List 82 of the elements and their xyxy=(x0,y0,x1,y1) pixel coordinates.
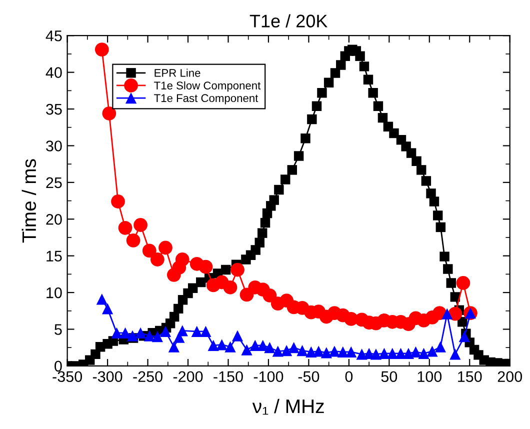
point xyxy=(328,346,340,357)
y-axis-title: Time / ms xyxy=(22,159,36,243)
legend-label: EPR Line xyxy=(154,68,200,77)
point xyxy=(378,348,390,360)
y-tick-label: 40 xyxy=(46,67,62,78)
y-tick-label: 20 xyxy=(46,214,62,225)
point xyxy=(456,276,470,290)
point xyxy=(434,341,446,352)
y-tick-label: 45 xyxy=(46,30,62,42)
point xyxy=(160,326,172,337)
point xyxy=(118,220,132,235)
x-axis-title: ν₁ / MHz xyxy=(252,398,324,415)
y-tick-label: 25 xyxy=(46,177,62,188)
point xyxy=(223,280,238,294)
point xyxy=(96,294,108,305)
point xyxy=(224,341,236,352)
point xyxy=(102,303,114,314)
point xyxy=(272,346,284,357)
point xyxy=(418,348,430,360)
point xyxy=(126,233,140,248)
point xyxy=(442,308,453,320)
point xyxy=(102,106,116,120)
x-tick-label: -150 xyxy=(214,371,243,382)
chart-title: T1e / 20K xyxy=(250,14,328,28)
legend-label: T1e Slow Component xyxy=(154,81,261,92)
point xyxy=(296,344,308,356)
point xyxy=(111,194,125,208)
point xyxy=(264,342,276,354)
y-tick-label: 0 xyxy=(54,360,62,372)
point xyxy=(144,330,155,342)
point xyxy=(216,339,228,350)
point xyxy=(458,331,470,342)
x-tick-label: 50 xyxy=(381,371,398,382)
x-tick-label: -250 xyxy=(133,371,162,382)
point xyxy=(288,342,300,354)
x-tick-label: 0 xyxy=(345,371,353,382)
point xyxy=(191,326,202,337)
x-tick-label: 200 xyxy=(498,371,522,382)
point xyxy=(120,327,131,338)
point xyxy=(152,331,163,342)
y-tick-label: 35 xyxy=(46,104,62,115)
point xyxy=(306,346,317,358)
x-tick-label: -100 xyxy=(254,371,284,382)
point xyxy=(198,260,213,274)
point xyxy=(232,330,244,342)
point xyxy=(175,252,190,266)
point xyxy=(337,346,348,358)
point xyxy=(313,346,324,357)
y-tick-label: 5 xyxy=(54,324,62,335)
point xyxy=(230,262,244,277)
x-tick-label: 100 xyxy=(418,371,442,382)
point xyxy=(386,348,398,360)
point xyxy=(262,288,277,302)
x-tick-label: -200 xyxy=(173,371,203,382)
x-tick-label: -50 xyxy=(298,371,320,382)
point xyxy=(320,347,332,358)
point xyxy=(142,244,156,258)
point xyxy=(150,252,164,266)
point xyxy=(168,341,180,352)
point xyxy=(450,348,461,360)
point xyxy=(410,346,422,358)
point xyxy=(370,348,382,360)
y-tick-label: 30 xyxy=(46,140,62,152)
point xyxy=(158,240,172,255)
point xyxy=(346,346,357,358)
point xyxy=(208,340,219,351)
x-tick-label: -300 xyxy=(92,371,122,382)
y-tick-label: 15 xyxy=(46,250,62,262)
point xyxy=(241,344,252,356)
x-tick-label: 150 xyxy=(458,371,482,382)
point xyxy=(176,325,188,336)
point xyxy=(111,327,122,338)
point xyxy=(134,327,146,338)
point xyxy=(94,42,109,56)
y-tick-label: 10 xyxy=(46,287,62,298)
point xyxy=(426,346,438,357)
point xyxy=(134,218,148,232)
x-tick-label: -350 xyxy=(52,371,82,382)
legend-label: T1e Fast Component xyxy=(154,94,258,104)
point xyxy=(281,344,292,356)
point xyxy=(126,330,138,342)
point xyxy=(200,326,212,337)
